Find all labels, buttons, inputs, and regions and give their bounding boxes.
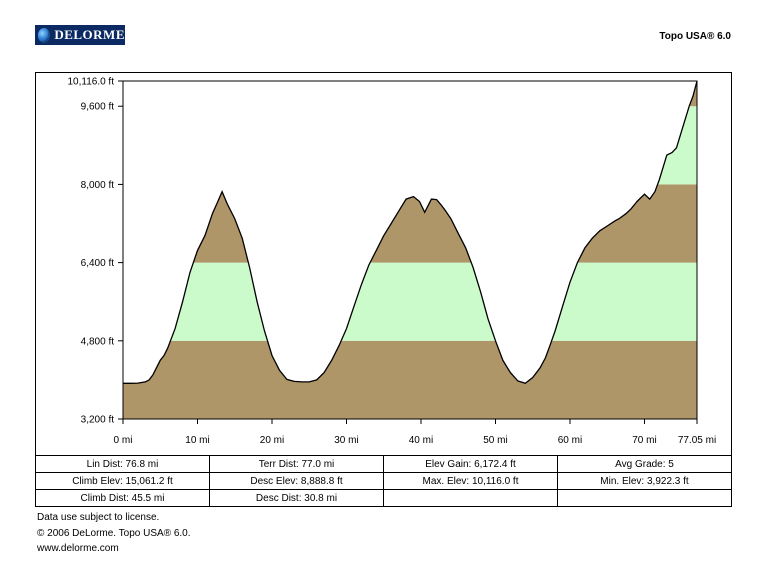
y-tick-label: 8,000 ft [81, 180, 115, 191]
elev-gain-cell: Elev Gain: 6,172.4 ft [383, 455, 558, 473]
min-elev-cell: Min. Elev: 3,922.3 ft [557, 472, 732, 490]
elevation-band [123, 262, 697, 341]
stats-row: Climb Dist: 45.5 mi Desc Dist: 30.8 mi [35, 489, 732, 507]
license-note: Data use subject to license. [37, 512, 160, 523]
logo-text: DELORME [54, 27, 125, 42]
x-tick-label: 20 mi [260, 435, 284, 446]
x-tick-label: 30 mi [334, 435, 358, 446]
x-tick-label: 77.05 mi [678, 435, 716, 446]
profile-stats-table: Lin Dist: 76.8 mi Terr Dist: 77.0 mi Ele… [35, 455, 732, 507]
elevation-band [123, 81, 697, 107]
x-tick-label: 70 mi [632, 435, 656, 446]
terr-dist-cell: Terr Dist: 77.0 mi [209, 455, 384, 473]
y-tick-label: 4,800 ft [81, 336, 115, 347]
desc-dist-cell: Desc Dist: 30.8 mi [209, 489, 384, 507]
plot-border [122, 80, 698, 420]
globe-icon [38, 27, 51, 43]
stats-row: Lin Dist: 76.8 mi Terr Dist: 77.0 mi Ele… [35, 455, 732, 473]
copyright-note: © 2006 DeLorme. Topo USA® 6.0. [37, 527, 191, 539]
delorme-logo: DELORME [35, 25, 125, 45]
x-tick-label: 10 mi [185, 435, 209, 446]
x-tick-label: 0 mi [114, 435, 133, 446]
max-elev-cell: Max. Elev: 10,116.0 ft [383, 472, 558, 490]
empty-cell [557, 489, 732, 507]
y-tick-label: 10,116.0 ft [67, 77, 114, 88]
stats-row: Climb Elev: 15,061.2 ft Desc Elev: 8,888… [35, 472, 732, 490]
x-tick-label: 60 mi [558, 435, 582, 446]
y-tick-label: 6,400 ft [81, 258, 115, 269]
elevation-band [123, 340, 697, 419]
avg-grade-cell: Avg Grade: 5 [557, 455, 732, 473]
empty-cell [383, 489, 558, 507]
footer: Data use subject to license. © 2006 DeLo… [37, 510, 191, 557]
elevation-profile-chart: 3,200 ft 4,800 ft 6,400 ft 8,000 ft 9,600 ft… [67, 77, 716, 447]
x-tick-label: 50 mi [483, 435, 507, 446]
x-tick-label: 40 mi [409, 435, 433, 446]
climb-dist-cell: Climb Dist: 45.5 mi [35, 489, 210, 507]
chart-frame: 3,200 ft 4,800 ft 6,400 ft 8,000 ft 9,600 ft… [35, 72, 732, 456]
profile-line [123, 80, 698, 385]
website-link[interactable]: www.delorme.com [37, 543, 119, 554]
lin-dist-cell: Lin Dist: 76.8 mi [35, 455, 210, 473]
y-tick-label: 9,600 ft [81, 102, 115, 113]
y-tick-label: 3,200 ft [81, 415, 115, 426]
terrain-area [123, 81, 697, 419]
desc-elev-cell: Desc Elev: 8,888.8 ft [209, 472, 384, 490]
climb-elev-cell: Climb Elev: 15,061.2 ft [35, 472, 210, 490]
product-title: Topo USA® 6.0 [659, 31, 731, 42]
elevation-band [123, 106, 697, 185]
